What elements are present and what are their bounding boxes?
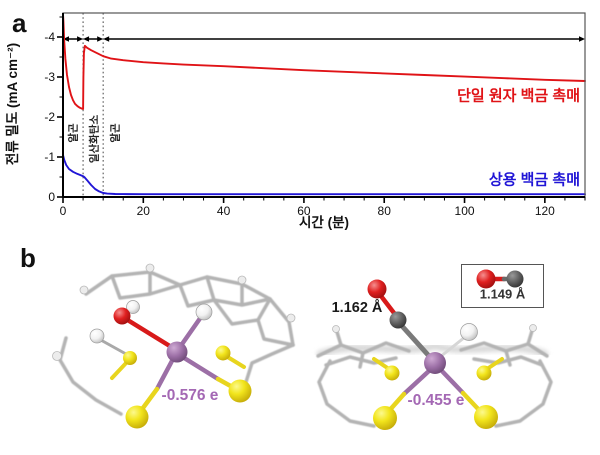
inset-oxygen-atom xyxy=(476,269,496,289)
left-hydrogen-atom-2 xyxy=(195,303,213,321)
right-molecule-h-stubs xyxy=(332,324,537,333)
left-sulfur-atom-4 xyxy=(125,405,149,429)
curve-label-single-atom-pt: 단일 원자 백금 촉매 xyxy=(457,87,580,105)
left-oh-hydrogen-atom xyxy=(126,300,140,314)
inset-bond-length-label: 1.149 Å xyxy=(479,286,526,302)
left-molecule-h-stubs xyxy=(52,263,296,361)
svg-text:100: 100 xyxy=(455,204,475,218)
svg-text:80: 80 xyxy=(378,204,392,218)
inset-carbon-atom xyxy=(506,270,524,288)
right-co-carbon-atom xyxy=(389,311,407,329)
right-co-oxygen-atom xyxy=(367,279,387,299)
right-sulfur-atom-4 xyxy=(474,405,498,429)
panel-b-molecules xyxy=(52,263,553,430)
x-axis-label: 시간 (분) xyxy=(298,215,350,230)
svg-text:0: 0 xyxy=(48,190,55,204)
right-sulfur-atom-3 xyxy=(373,406,397,430)
svg-text:60: 60 xyxy=(297,204,311,218)
curve-label-commercial-pt: 상용 백금 촉매 xyxy=(488,171,580,189)
left-oxygen-atom xyxy=(113,307,131,325)
co-reference-molecule xyxy=(476,269,524,289)
right-sulfur-atom-1 xyxy=(384,365,400,381)
co-bond-length-label: 1.162 Å xyxy=(331,300,383,316)
svg-text:-4: -4 xyxy=(44,30,55,44)
left-molecule xyxy=(52,263,296,429)
panel-b-letter: b xyxy=(20,243,36,273)
gas-label-argon-1: 알곤 xyxy=(67,123,80,143)
left-molecule-carbon-skeleton xyxy=(58,270,295,416)
left-molecule-bonds xyxy=(97,314,246,415)
right-platinum-atom xyxy=(424,352,446,374)
right-hydrogen-atom xyxy=(460,323,478,341)
svg-text:120: 120 xyxy=(535,204,555,218)
right-molecule-carbon-skeleton xyxy=(316,329,553,428)
panel-a-chart: 0 20 40 60 80 100 120 0 -1 -2 -3 -4 xyxy=(44,12,586,218)
y-axis-label: 전류 밀도 (mA cm⁻²) xyxy=(5,42,20,166)
left-hydrogen-atom-1 xyxy=(89,328,105,344)
left-platinum-atom xyxy=(166,341,188,363)
co-reference-inset: 1.149 Å xyxy=(461,264,544,308)
left-sulfur-atom-3 xyxy=(228,379,252,403)
left-sulfur-atom-2 xyxy=(215,345,231,361)
right-molecule xyxy=(316,279,553,430)
right-molecule-charge-label: -0.455 e xyxy=(407,392,465,409)
svg-text:40: 40 xyxy=(217,204,231,218)
gas-label-co: 일산화탄소 xyxy=(88,114,101,164)
svg-text:-3: -3 xyxy=(44,70,55,84)
panel-a-letter: a xyxy=(12,8,27,38)
svg-text:0: 0 xyxy=(60,204,67,218)
svg-text:20: 20 xyxy=(137,204,151,218)
svg-text:-2: -2 xyxy=(44,110,55,124)
svg-text:-1: -1 xyxy=(44,150,55,164)
right-sulfur-atom-2 xyxy=(476,365,492,381)
left-molecule-charge-label: -0.576 e xyxy=(161,387,219,404)
left-sulfur-atom-1 xyxy=(123,351,137,365)
gas-label-argon-2: 알곤 xyxy=(109,123,122,143)
